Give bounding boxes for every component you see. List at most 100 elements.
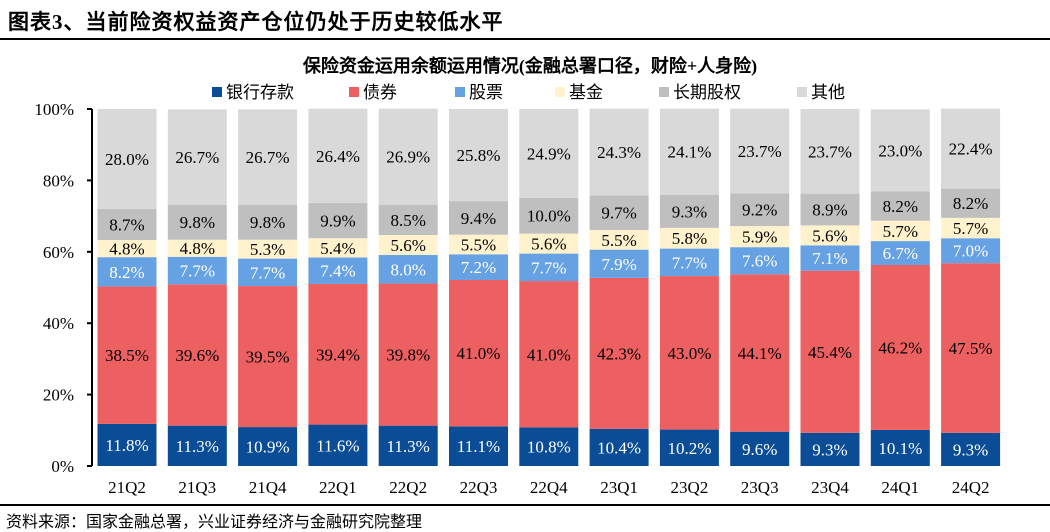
bar-segment-23Q2-4	[659, 194, 719, 228]
data-label: 10.0%	[527, 207, 571, 226]
bar-segment-22Q3-4	[449, 201, 508, 235]
bar-segment-23Q3-1	[730, 274, 790, 432]
data-label: 8.5%	[390, 211, 425, 230]
data-label: 47.5%	[949, 339, 993, 358]
x-tick-label: 23Q4	[811, 478, 849, 497]
bar-segment-21Q3-5	[167, 109, 227, 205]
x-tick-label: 22Q3	[460, 478, 498, 497]
bar-segment-23Q4-2	[800, 245, 860, 271]
data-label: 22.4%	[949, 140, 993, 159]
top-rule	[0, 38, 1050, 40]
y-tick-label: 0%	[51, 457, 74, 476]
bar-segment-22Q1-5	[308, 108, 368, 203]
bar-segment-21Q4-1	[238, 286, 298, 428]
data-label: 5.8%	[672, 229, 707, 248]
data-label: 7.7%	[531, 258, 566, 277]
bar-segment-23Q1-2	[589, 249, 649, 278]
legend-swatch-0	[212, 87, 222, 97]
bar-segment-22Q3-2	[449, 254, 508, 281]
bar-segment-21Q2-4	[97, 208, 157, 241]
bar-segment-23Q1-3	[589, 230, 649, 250]
data-label: 25.8%	[457, 146, 501, 165]
data-label: 26.4%	[316, 147, 360, 166]
data-label: 11.3%	[176, 437, 219, 456]
data-label: 5.5%	[461, 235, 496, 254]
bar-segment-23Q4-1	[800, 270, 860, 433]
data-label: 7.9%	[601, 255, 636, 274]
bar-segment-22Q2-1	[378, 283, 438, 426]
bar-segment-23Q4-3	[800, 225, 860, 246]
data-label: 41.0%	[527, 345, 571, 364]
data-label: 24.1%	[667, 143, 711, 162]
bar-segment-23Q3-5	[730, 108, 790, 194]
x-tick-label: 21Q3	[178, 478, 216, 497]
bar-segment-22Q4-4	[519, 197, 579, 234]
bar-segment-23Q3-2	[730, 247, 790, 275]
bar-segment-22Q4-1	[519, 281, 579, 428]
y-tick-label: 80%	[43, 171, 74, 190]
legend-label-2: 股票	[469, 83, 503, 102]
legend-swatch-3	[555, 87, 565, 97]
data-label: 10.9%	[246, 438, 290, 457]
data-label: 24.3%	[597, 143, 641, 162]
bar-segment-24Q2-0	[941, 432, 1001, 466]
x-tick-label: 24Q1	[881, 478, 919, 497]
bar-segment-21Q4-3	[238, 239, 298, 259]
bar-segment-23Q2-2	[659, 248, 719, 277]
data-label: 9.9%	[320, 212, 355, 231]
bar-segment-22Q1-0	[308, 424, 368, 466]
bar-segment-22Q3-0	[449, 426, 508, 466]
data-label: 45.4%	[808, 343, 852, 362]
bar-segment-24Q1-5	[870, 109, 930, 192]
bar-segment-22Q1-3	[308, 238, 368, 258]
bar-segment-21Q3-2	[167, 256, 227, 285]
bar-segment-23Q2-5	[659, 108, 719, 195]
data-label: 26.7%	[175, 148, 219, 167]
data-label: 5.6%	[531, 235, 566, 254]
bar-segment-24Q1-2	[870, 241, 930, 266]
data-label: 23.7%	[738, 142, 782, 161]
bar-segment-21Q4-5	[238, 109, 298, 205]
data-label: 9.8%	[180, 213, 215, 232]
data-label: 7.1%	[812, 249, 847, 268]
bar-segment-21Q3-0	[167, 425, 227, 466]
source-note: 资料来源：国家金融总署，兴业证券经济与金融研究院整理	[6, 514, 423, 531]
bar-segment-22Q2-4	[378, 204, 438, 236]
data-label: 11.1%	[457, 437, 500, 456]
bar-segment-22Q4-0	[519, 427, 579, 466]
data-label: 10.8%	[527, 438, 571, 457]
legend-swatch-4	[659, 87, 669, 97]
data-label: 9.3%	[812, 440, 847, 459]
data-label: 7.7%	[250, 263, 285, 282]
bar-segment-21Q3-4	[167, 204, 227, 240]
bar-segment-21Q4-2	[238, 258, 298, 287]
data-label: 8.2%	[109, 263, 144, 282]
bar-segment-23Q1-0	[589, 428, 649, 466]
bar-segment-24Q1-0	[870, 429, 930, 466]
data-label: 5.4%	[320, 239, 355, 258]
bottom-rule	[0, 504, 1050, 506]
data-label: 26.7%	[246, 148, 290, 167]
data-label: 39.6%	[175, 346, 219, 365]
data-label: 8.2%	[953, 194, 988, 213]
data-label: 5.6%	[812, 226, 847, 245]
data-label: 38.5%	[105, 346, 149, 365]
data-label: 42.3%	[597, 344, 641, 363]
data-label: 44.1%	[738, 344, 782, 363]
bar-segment-23Q3-3	[730, 226, 790, 248]
y-tick-label: 60%	[43, 243, 74, 262]
x-tick-label: 22Q2	[389, 478, 427, 497]
legend-label-5: 其他	[811, 83, 845, 102]
data-label: 9.8%	[250, 213, 285, 232]
bar-segment-24Q2-1	[941, 263, 1001, 433]
bar-segment-24Q2-4	[941, 188, 1001, 218]
data-label: 39.8%	[386, 346, 430, 365]
data-label: 11.3%	[387, 437, 430, 456]
data-label: 9.7%	[601, 204, 636, 223]
data-label: 10.1%	[878, 439, 922, 458]
data-label: 8.0%	[390, 260, 425, 279]
bar-segment-22Q3-3	[449, 234, 508, 255]
bar-segment-23Q1-5	[589, 108, 649, 196]
data-label: 24.9%	[527, 144, 571, 163]
